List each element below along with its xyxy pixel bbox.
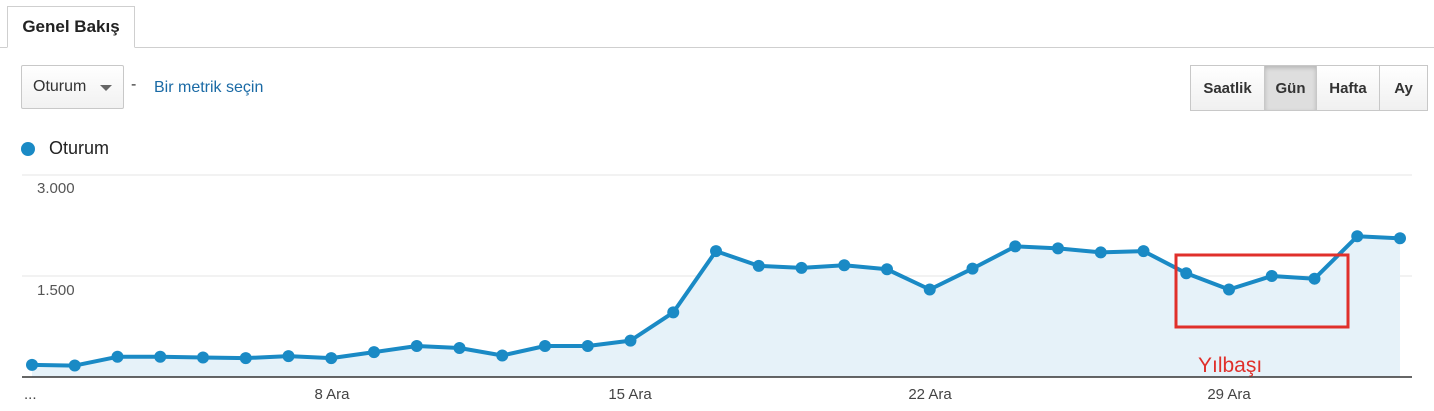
data-point[interactable]	[1094, 246, 1107, 259]
metric-select-value: Oturum	[33, 78, 87, 95]
data-point[interactable]	[1052, 242, 1064, 255]
annotation-box	[1174, 253, 1350, 329]
chart-legend: Oturum	[21, 138, 109, 159]
data-point[interactable]	[453, 342, 466, 355]
legend-label: Oturum	[49, 138, 110, 158]
data-point[interactable]	[1265, 270, 1278, 282]
data-point[interactable]	[197, 351, 209, 364]
data-point[interactable]	[154, 350, 167, 363]
data-point[interactable]	[282, 350, 295, 363]
annotation-label: Yılbaşı	[1198, 354, 1263, 377]
x-tick-label: 29 Ara	[1207, 386, 1251, 403]
select-metric-link[interactable]: Bir metrik seçin	[154, 79, 264, 96]
data-point[interactable]	[752, 259, 765, 272]
legend-dot-icon	[21, 141, 35, 156]
data-point[interactable]	[539, 340, 551, 353]
data-point[interactable]	[1223, 283, 1235, 296]
data-point[interactable]	[239, 352, 252, 365]
month-button[interactable]: Ay	[1379, 65, 1428, 111]
chevron-down-icon	[100, 85, 112, 91]
x-tick-label: 15 Ara	[608, 386, 652, 403]
tab-overview[interactable]: Genel Bakış	[7, 6, 135, 48]
data-point[interactable]	[923, 283, 936, 296]
data-point[interactable]	[368, 346, 380, 359]
data-point[interactable]	[496, 349, 509, 362]
data-point[interactable]	[1009, 240, 1022, 253]
x-tick-label: 8 Ara	[314, 386, 350, 403]
data-point[interactable]	[710, 245, 722, 258]
data-point[interactable]	[26, 358, 38, 371]
y-tick-label: 1.500	[37, 282, 75, 299]
week-button[interactable]: Hafta	[1316, 65, 1380, 111]
data-point[interactable]	[1137, 245, 1150, 258]
x-tick-label: ...	[24, 386, 37, 403]
metric-separator: -	[131, 76, 137, 93]
data-point[interactable]	[1351, 230, 1364, 243]
series-area-fill	[32, 236, 1400, 377]
granularity-button-group: Saatlik Gün Hafta Ay	[1190, 65, 1428, 111]
tab-bar-divider	[0, 47, 1434, 48]
data-point[interactable]	[881, 263, 893, 276]
day-button[interactable]: Gün	[1264, 65, 1317, 111]
data-point[interactable]	[795, 261, 808, 274]
data-point[interactable]	[581, 340, 594, 353]
data-point[interactable]	[1308, 272, 1321, 285]
x-tick-label: 22 Ara	[908, 386, 952, 403]
data-point[interactable]	[1394, 232, 1406, 245]
metric-select[interactable]: Oturum	[21, 65, 124, 109]
data-point[interactable]	[966, 262, 979, 275]
data-point[interactable]	[325, 352, 338, 365]
data-point[interactable]	[68, 359, 81, 372]
data-point[interactable]	[667, 306, 680, 319]
data-point[interactable]	[1180, 267, 1193, 280]
hourly-button[interactable]: Saatlik	[1190, 65, 1265, 111]
tab-bar: Genel Bakış	[0, 0, 1434, 48]
data-point[interactable]	[410, 340, 423, 353]
y-tick-label: 3.000	[37, 180, 75, 197]
sessions-chart: 3.000 1.500 ... 8 Ara 15 Ara 22 Ara 29 A…	[22, 174, 1412, 403]
data-point[interactable]	[838, 259, 851, 272]
data-point[interactable]	[111, 350, 124, 363]
data-point[interactable]	[624, 334, 637, 347]
